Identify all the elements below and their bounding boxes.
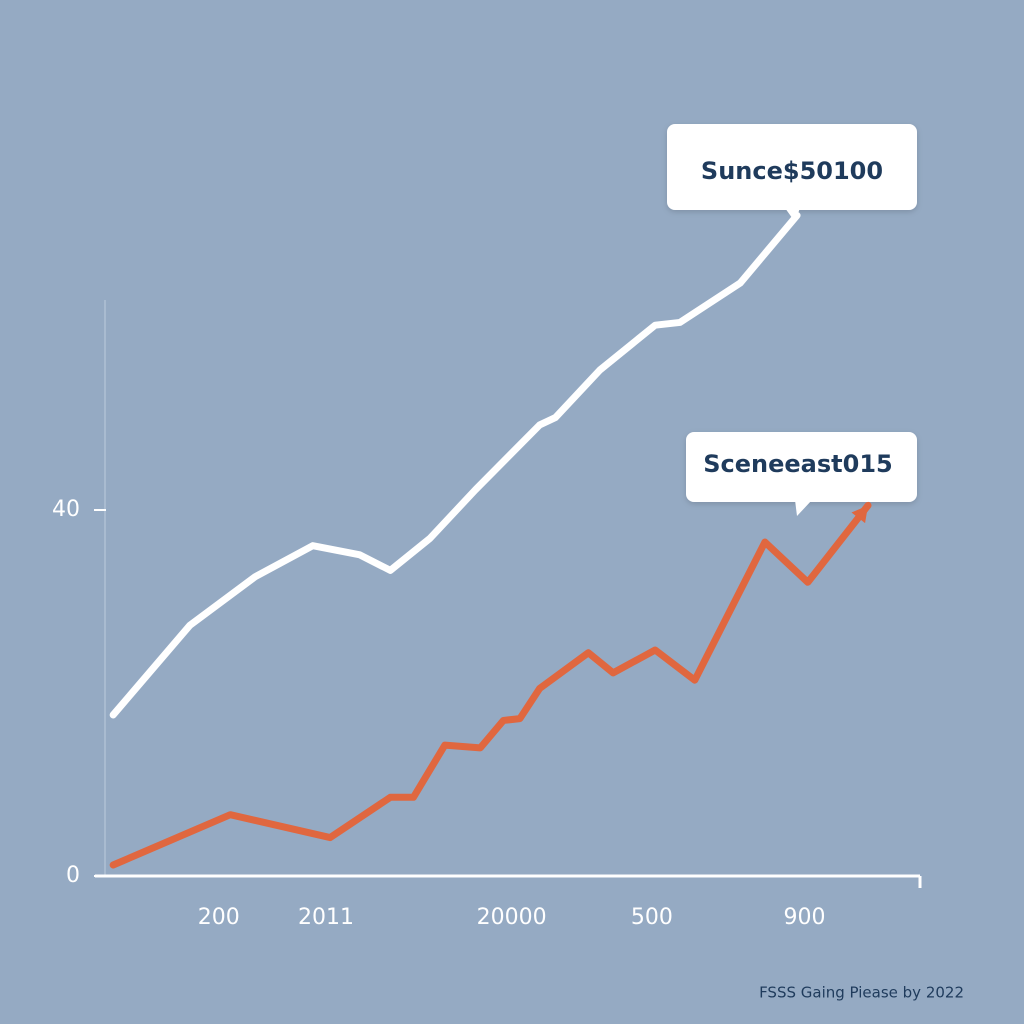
x-tick-label: 500 bbox=[631, 905, 673, 930]
footer: FSSS Gaing Piease by 2022 bbox=[759, 984, 964, 1002]
callout-box bbox=[667, 124, 917, 210]
x-tick-label: 2011 bbox=[298, 905, 354, 930]
callout-box bbox=[686, 432, 917, 502]
callout: Sunce$50100 bbox=[667, 124, 917, 222]
x-tick-label: 900 bbox=[784, 905, 826, 930]
y-tick-label: 40 bbox=[52, 497, 80, 522]
callout: Sceneeast015 bbox=[686, 432, 917, 516]
y-tick-label: 0 bbox=[66, 863, 80, 888]
callout-pointer bbox=[795, 500, 812, 516]
arrowhead bbox=[851, 505, 869, 524]
line-series bbox=[109, 501, 872, 869]
x-tick-label: 200 bbox=[198, 905, 240, 930]
annotation: Sceneeast015 bbox=[703, 450, 892, 478]
x-tick-label: 20000 bbox=[477, 905, 547, 930]
annotation: Sunce$50100 bbox=[701, 157, 883, 185]
line-series bbox=[109, 211, 801, 719]
